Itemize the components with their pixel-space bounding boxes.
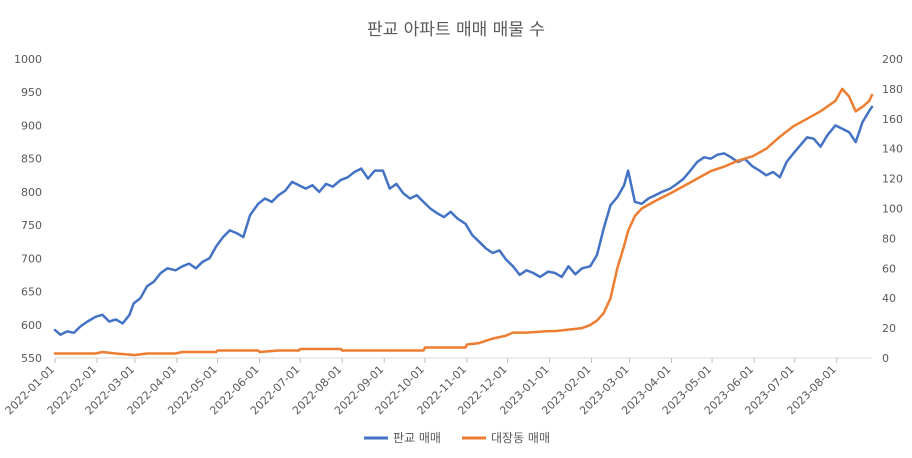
- series-group: [53, 87, 874, 357]
- legend-label-pangyo: 판교 매매: [393, 431, 441, 445]
- left-tick-label: 750: [21, 219, 42, 232]
- right-tick-label: 140: [882, 143, 903, 156]
- left-tick-label: 600: [21, 319, 42, 332]
- left-tick-label: 550: [21, 352, 42, 365]
- left-tick-label: 1000: [14, 53, 42, 66]
- series-line-pangyo: [53, 105, 874, 336]
- right-tick-label: 180: [882, 83, 903, 96]
- chart-title: 판교 아파트 매매 매물 수: [367, 20, 545, 40]
- legend-label-daejang: 대장동 매매: [491, 431, 550, 445]
- right-tick-label: 120: [882, 173, 903, 186]
- left-axis-ticks: 550 600 650 700 750 800 850 900 950 1000: [14, 53, 42, 365]
- right-tick-label: 200: [882, 53, 903, 66]
- right-tick-label: 40: [882, 292, 896, 305]
- right-tick-label: 160: [882, 113, 903, 126]
- left-tick-label: 950: [21, 86, 42, 99]
- right-axis-ticks: 0 20 40 60 80 100 120 140 160 180 200: [882, 53, 903, 365]
- x-axis: 2022-01-012022-02-012022-03-012022-04-01…: [3, 357, 872, 417]
- right-tick-label: 20: [882, 322, 896, 335]
- left-tick-label: 650: [21, 286, 42, 299]
- right-tick-label: 100: [882, 203, 903, 216]
- right-tick-label: 80: [882, 232, 896, 245]
- left-tick-label: 800: [21, 186, 42, 199]
- legend: 판교 매매 대장동 매매: [364, 431, 550, 445]
- right-tick-label: 60: [882, 262, 896, 275]
- series-line-daejang: [53, 87, 874, 357]
- left-tick-label: 850: [21, 153, 42, 166]
- left-tick-label: 700: [21, 252, 42, 265]
- left-tick-label: 900: [21, 119, 42, 132]
- right-tick-label: 0: [882, 352, 889, 365]
